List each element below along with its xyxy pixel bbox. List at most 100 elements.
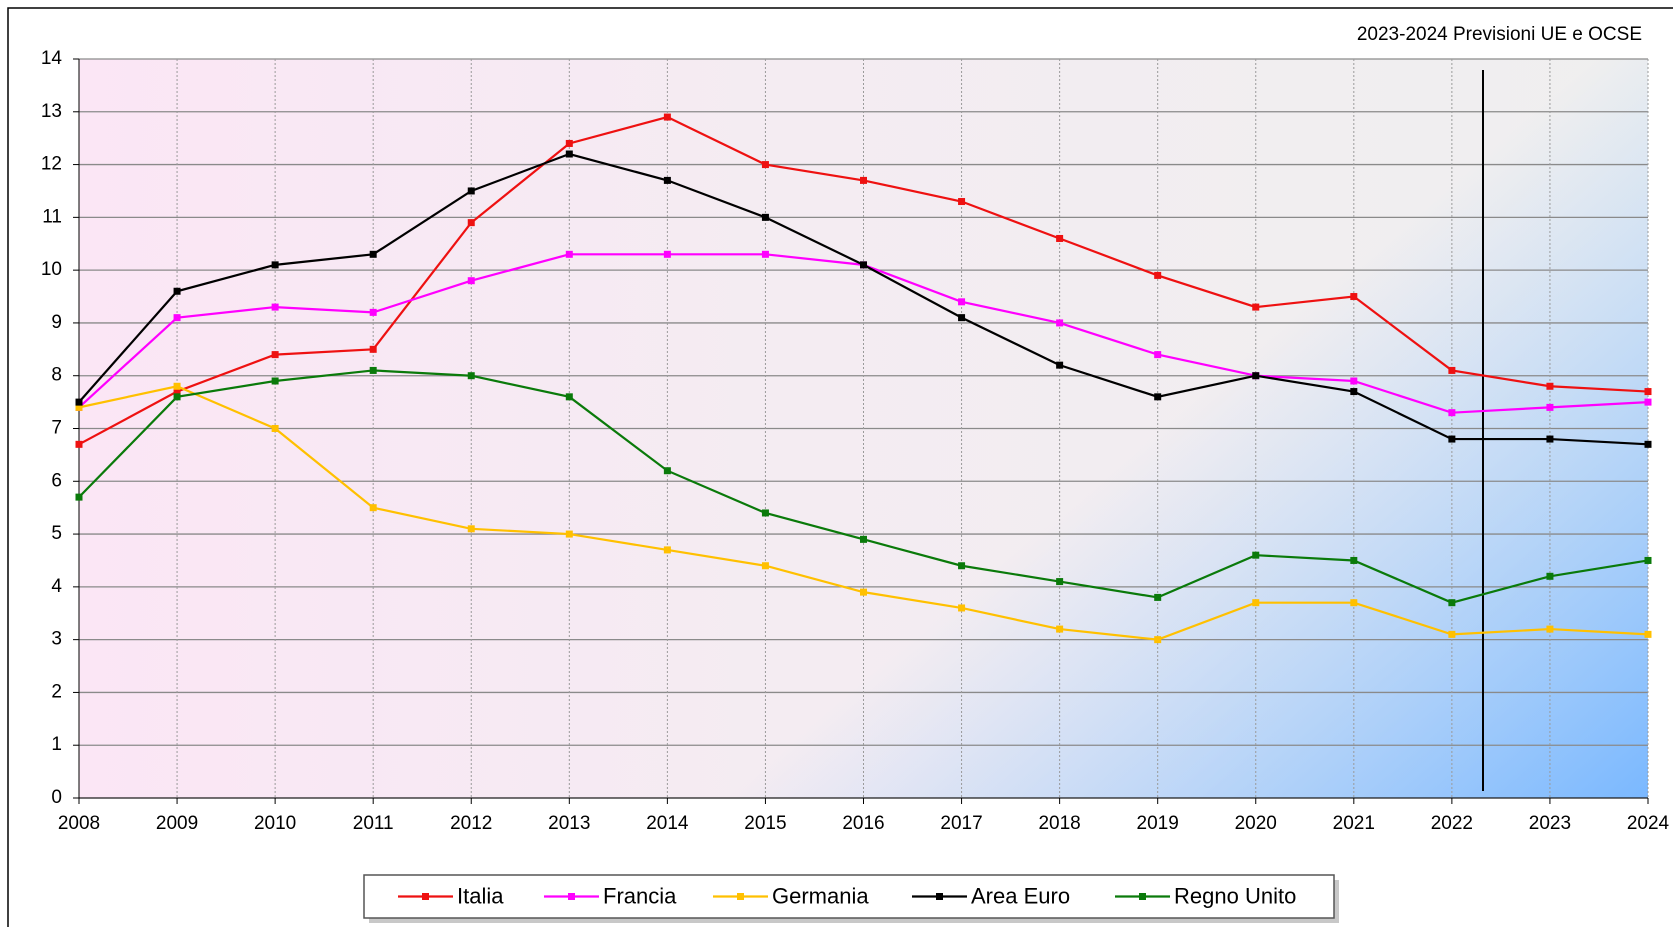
data-point	[958, 298, 966, 306]
data-point	[958, 314, 966, 322]
data-point	[467, 219, 475, 227]
data-point	[565, 150, 573, 158]
data-point	[1252, 599, 1260, 607]
data-point	[271, 425, 279, 432]
data-point	[75, 493, 83, 501]
data-point	[173, 382, 181, 390]
data-point	[1056, 234, 1064, 242]
data-point	[369, 366, 377, 374]
data-point	[1448, 409, 1456, 417]
legend-marker	[936, 893, 943, 900]
data-point	[1546, 435, 1554, 443]
data-point	[1154, 351, 1162, 359]
data-point	[565, 250, 573, 258]
data-point	[761, 562, 769, 570]
legend-marker	[1139, 893, 1146, 900]
data-point	[565, 139, 573, 147]
y-tick-label: 0	[51, 787, 62, 808]
data-point	[565, 393, 573, 401]
data-point	[1546, 382, 1554, 390]
data-point	[1644, 630, 1652, 638]
y-tick-label: 13	[41, 101, 62, 122]
legend-marker	[737, 893, 744, 900]
data-point	[271, 261, 279, 269]
data-point	[1252, 551, 1260, 559]
data-point	[663, 176, 671, 184]
data-point	[369, 504, 377, 512]
data-point	[860, 176, 867, 184]
data-point	[271, 377, 279, 385]
data-point	[860, 535, 867, 543]
data-point	[663, 546, 671, 554]
data-point	[369, 345, 377, 353]
data-point	[1644, 398, 1652, 406]
data-point	[663, 467, 671, 475]
data-point	[1546, 572, 1554, 580]
data-point	[173, 314, 181, 322]
data-point	[1448, 366, 1456, 374]
y-tick-label: 2	[51, 681, 62, 702]
y-tick-label: 5	[51, 523, 62, 544]
data-point	[958, 562, 966, 570]
x-tick-label: 2021	[1333, 813, 1375, 834]
data-point	[1644, 556, 1652, 564]
data-point	[75, 403, 83, 411]
data-point	[75, 440, 83, 448]
data-point	[958, 604, 966, 612]
y-tick-label: 14	[41, 48, 63, 69]
data-point	[1644, 388, 1652, 396]
legend-label: Germania	[772, 883, 869, 908]
x-tick-label: 2012	[450, 813, 492, 834]
x-tick-label: 2014	[646, 813, 689, 834]
data-point	[1056, 361, 1064, 369]
y-tick-label: 6	[51, 470, 62, 491]
data-point	[1350, 599, 1358, 607]
y-tick-label: 3	[51, 629, 62, 650]
data-point	[271, 351, 279, 359]
x-tick-label: 2017	[940, 813, 982, 834]
data-point	[1252, 372, 1260, 380]
data-point	[271, 303, 279, 311]
y-tick-label: 12	[41, 154, 62, 175]
legend-label: Area Euro	[971, 883, 1070, 908]
data-point	[1448, 435, 1456, 443]
data-point	[663, 113, 671, 121]
x-tick-label: 2016	[842, 813, 884, 834]
data-point	[1546, 403, 1554, 411]
data-point	[369, 250, 377, 258]
data-point	[1056, 578, 1064, 586]
data-point	[173, 287, 181, 295]
data-point	[1154, 393, 1162, 401]
data-point	[1350, 556, 1358, 564]
data-point	[1350, 293, 1358, 301]
y-tick-label: 9	[51, 312, 62, 333]
legend-marker	[568, 893, 575, 900]
y-tick-label: 7	[51, 418, 62, 439]
data-point	[173, 393, 181, 401]
legend-label: Italia	[457, 883, 504, 908]
data-point	[1252, 303, 1260, 311]
data-point	[1644, 440, 1652, 448]
data-point	[958, 198, 966, 206]
x-tick-label: 2010	[254, 813, 296, 834]
data-point	[1350, 377, 1358, 385]
data-point	[1154, 593, 1162, 601]
x-tick-label: 2013	[548, 813, 590, 834]
legend	[363, 874, 1335, 919]
y-tick-label: 10	[41, 259, 62, 280]
data-point	[1056, 625, 1064, 633]
data-point	[75, 398, 83, 406]
y-tick-label: 4	[51, 576, 62, 597]
x-tick-label: 2022	[1431, 813, 1473, 834]
data-point	[1154, 271, 1162, 279]
annotation: 2023-2024 Previsioni UE e OCSE	[1357, 24, 1642, 45]
x-tick-label: 2020	[1235, 813, 1277, 834]
data-point	[565, 530, 573, 538]
data-point	[860, 588, 867, 596]
x-tick-label: 2018	[1038, 813, 1080, 834]
data-point	[663, 250, 671, 258]
data-point	[1154, 636, 1162, 644]
data-point	[761, 161, 769, 169]
legend-label: Regno Unito	[1174, 883, 1296, 908]
